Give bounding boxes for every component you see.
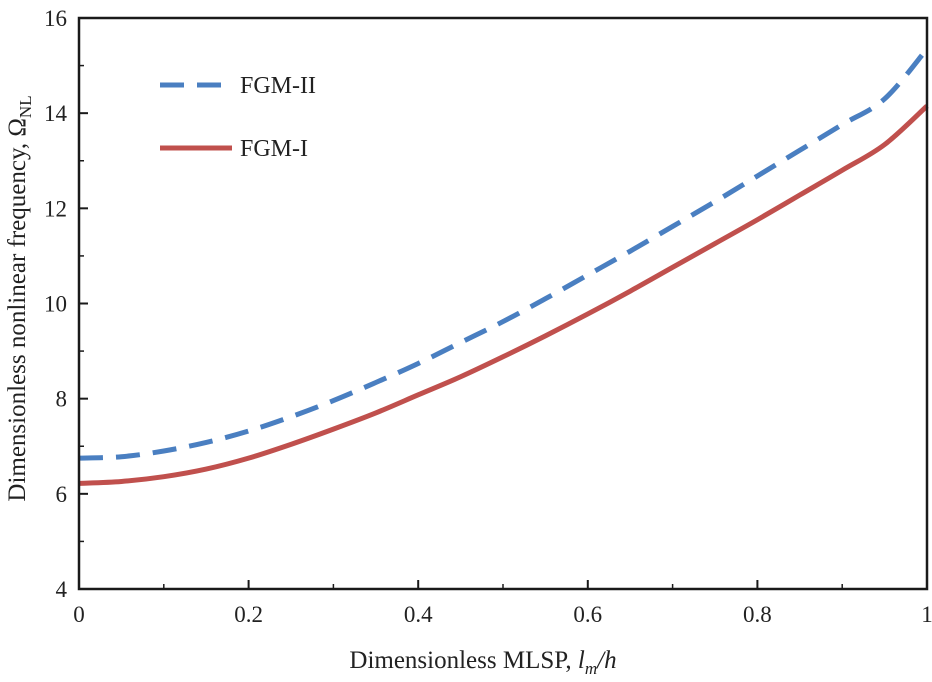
- plot-frame: [77, 16, 929, 591]
- x-tick-label: 0.6: [573, 602, 602, 627]
- x-tick-label: 0.8: [743, 602, 772, 627]
- x-tick-label: 0.4: [404, 602, 433, 627]
- legend-label-fgm-i: FGM-I: [240, 136, 308, 162]
- y-tick-label: 6: [56, 482, 68, 507]
- y-tick-label: 8: [56, 387, 68, 412]
- y-tick-label: 14: [44, 101, 68, 126]
- x-axis-title: Dimensionless MLSP, lm/h: [349, 647, 616, 677]
- legend-label-fgm-ii: FGM-II: [240, 73, 316, 99]
- series-fgm-i-line: [78, 104, 929, 486]
- y-axis-title: Dimensionless nonlinear frequency, ΩNL: [4, 95, 35, 501]
- series-fgm-ii-line: [78, 47, 929, 461]
- y-tick-label: 4: [56, 577, 68, 602]
- y-tick-label: 16: [44, 6, 67, 31]
- y-tick-label: 10: [44, 292, 67, 317]
- x-tick-label: 0: [73, 602, 85, 627]
- x-tick-label: 1: [921, 602, 932, 627]
- y-tick-label: 12: [44, 196, 67, 221]
- x-tick-label: 0.2: [234, 602, 263, 627]
